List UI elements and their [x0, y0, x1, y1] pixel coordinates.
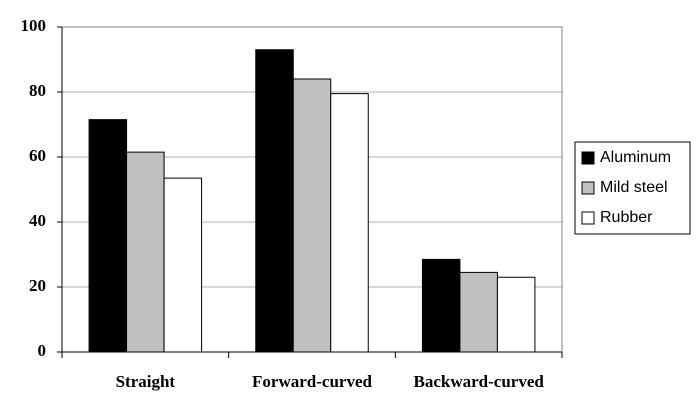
legend-label: Aluminum [600, 149, 671, 166]
legend-swatch [581, 211, 595, 225]
y-tick-label: 100 [21, 16, 47, 35]
bar [163, 177, 203, 353]
bar [421, 258, 461, 353]
legend-label: Rubber [600, 209, 653, 226]
y-tick-label: 20 [29, 276, 46, 295]
bar [459, 271, 498, 353]
y-tick-label: 80 [29, 81, 46, 100]
y-tick-label: 0 [38, 341, 47, 360]
bar [255, 49, 294, 353]
y-tick-label: 60 [29, 146, 46, 165]
bar [496, 276, 536, 353]
legend-swatch [581, 181, 595, 195]
x-tick-label: Forward-curved [252, 372, 372, 391]
y-tick-label: 40 [29, 211, 46, 230]
x-tick-label: Backward-curved [414, 372, 545, 391]
bar [292, 78, 332, 353]
x-tick-label: Straight [116, 372, 176, 391]
legend-swatch [581, 151, 595, 165]
bar [88, 119, 128, 353]
bar [330, 93, 369, 353]
bar [126, 151, 165, 353]
legend-label: Mild steel [600, 179, 668, 196]
